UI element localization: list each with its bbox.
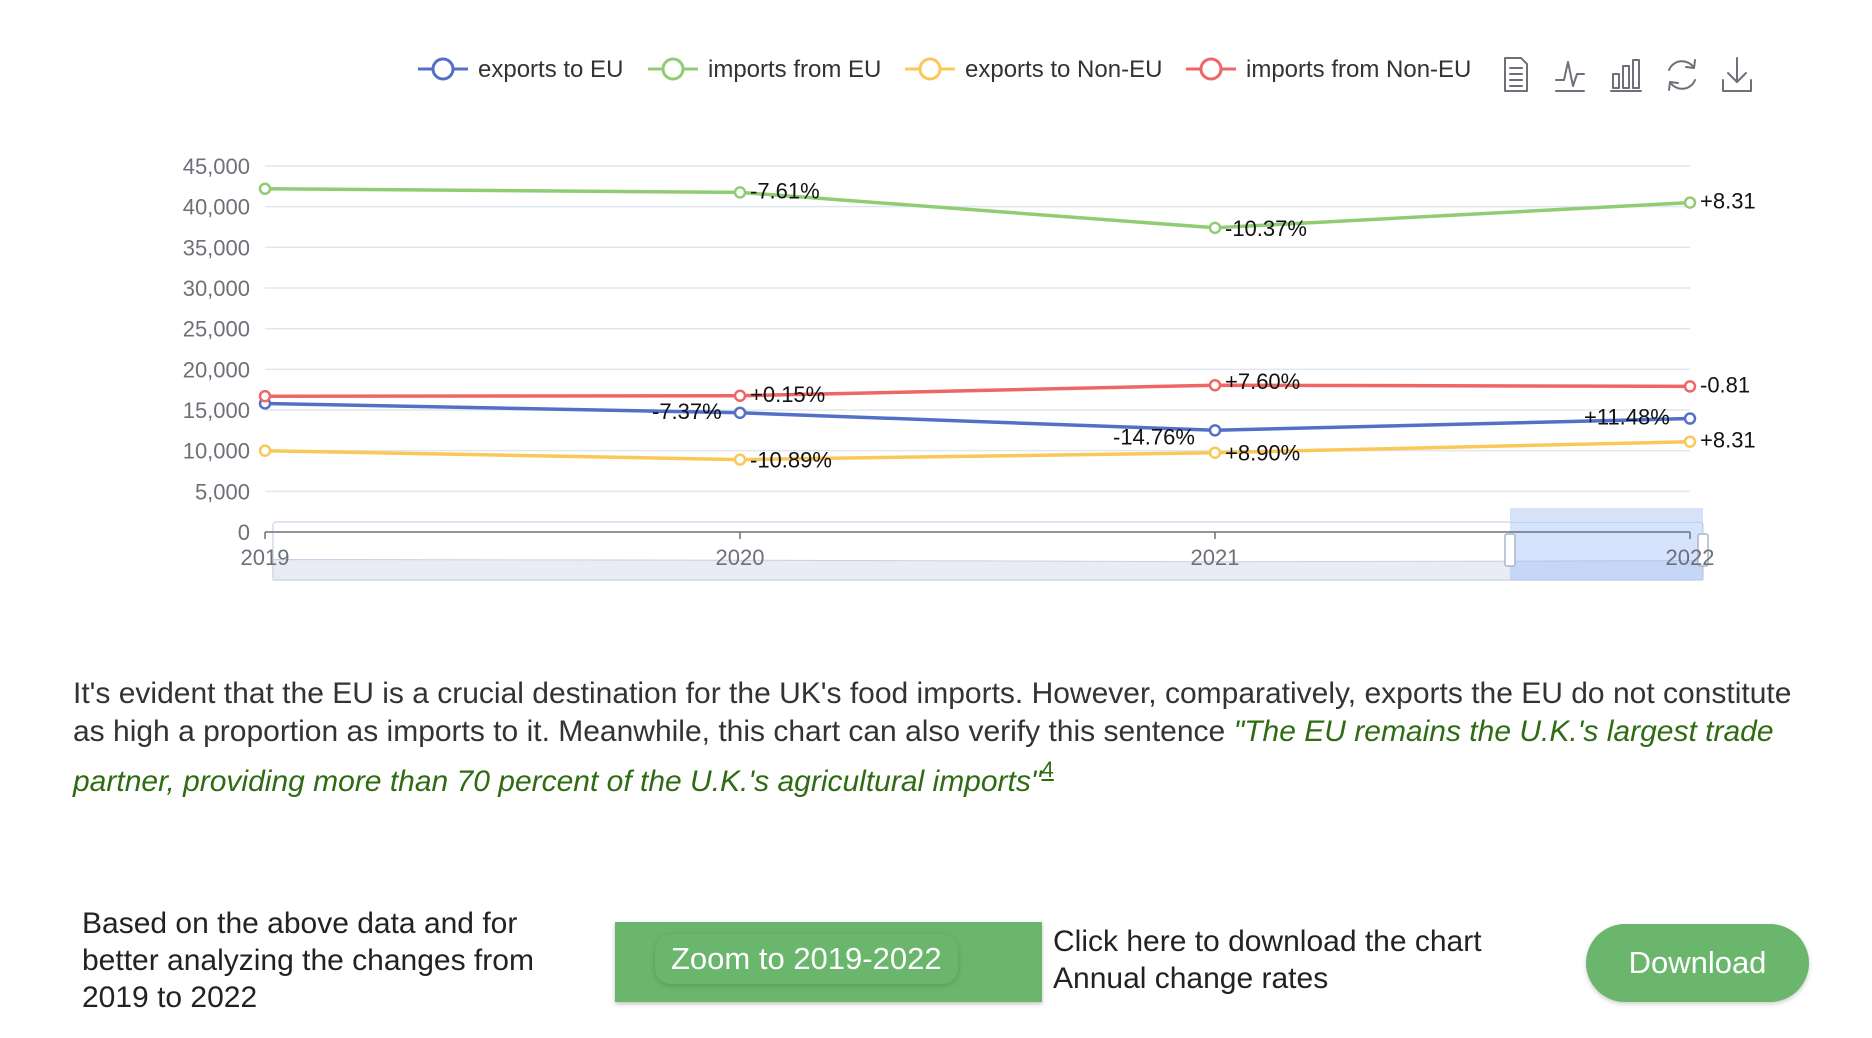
icon-shape — [1612, 73, 1620, 89]
data-point — [733, 186, 747, 199]
zoom-move-handle[interactable] — [1509, 508, 1703, 522]
legend-item[interactable]: exports to EU — [418, 56, 623, 83]
data-label: -7.37% — [652, 399, 722, 424]
zoom-button[interactable]: Zoom to 2019-2022 — [655, 934, 958, 984]
y-tick-label: 20,000 — [183, 357, 250, 382]
data-point — [1208, 221, 1222, 235]
restore-icon[interactable] — [1668, 59, 1696, 91]
x-tick-label: 2022 — [1666, 545, 1715, 570]
data-point — [1208, 378, 1222, 392]
data-point — [1683, 380, 1697, 393]
legend-item[interactable]: imports from Non-EU — [1186, 56, 1471, 83]
y-axis-ticks: 0 5,000 10,000 15,000 20,000 25,000 30,000 35,0… — [183, 154, 250, 545]
zoom-preview-area — [272, 558, 1704, 581]
data-point — [1683, 435, 1697, 448]
legend-marker — [918, 57, 942, 81]
x-tick-label: 2020 — [716, 545, 765, 570]
chart-series — [258, 182, 1697, 466]
icon-shape — [1668, 59, 1696, 71]
line-chart: 0 5,000 10,000 15,000 20,000 25,000 30,000 35,0… — [183, 56, 1756, 581]
y-tick-label: 0 — [238, 520, 250, 545]
y-tick-label: 15,000 — [183, 398, 250, 423]
data-point — [733, 406, 747, 420]
icon-shape — [1632, 59, 1640, 89]
chart-legend[interactable]: exports to EU imports from EU exports to N… — [418, 56, 1471, 83]
data-label: +0.15% — [750, 382, 825, 407]
data-view-icon[interactable] — [1504, 57, 1528, 92]
chart-grid — [265, 165, 1690, 493]
data-point — [733, 453, 747, 466]
data-labels: -7.37% -14.76% +11.48% -7.61% -10.37% +8.31 -1… — [652, 178, 1756, 472]
data-label: +8.31 — [1700, 428, 1756, 453]
data-point — [258, 182, 272, 196]
y-tick-label: 30,000 — [183, 276, 250, 301]
analysis-paragraph: It's evident that the EU is a crucial de… — [73, 675, 1793, 801]
data-label: -0.81 — [1700, 372, 1750, 397]
data-point — [1683, 412, 1697, 425]
y-tick-label: 45,000 — [183, 154, 250, 179]
download-button[interactable]: Download — [1586, 924, 1809, 1002]
zoom-description: Based on the above data and for better a… — [82, 907, 534, 1014]
legend-label: exports to Non-EU — [965, 56, 1162, 83]
data-point — [258, 389, 272, 403]
legend-label: imports from EU — [708, 56, 881, 83]
legend-marker — [431, 57, 455, 81]
series-line — [264, 383, 1691, 398]
x-tick-label: 2019 — [241, 545, 290, 570]
icon-shape — [1727, 72, 1747, 83]
x-axis: 2019 2020 2021 2022 — [241, 531, 1715, 570]
icon-shape — [1504, 57, 1528, 92]
download-line-2: Annual change rates — [1053, 962, 1329, 995]
icon-shape — [1555, 61, 1585, 87]
data-point — [733, 389, 747, 403]
data-label: +11.48% — [1584, 405, 1670, 430]
data-point — [1208, 446, 1222, 459]
y-tick-label: 35,000 — [183, 235, 250, 260]
data-label: -7.61% — [750, 178, 820, 203]
chart-toolbox[interactable] — [1504, 57, 1752, 92]
analysis-text: It's evident that the EU is a crucial de… — [73, 677, 1792, 748]
zoom-handle[interactable] — [1697, 533, 1709, 567]
y-tick-label: 25,000 — [183, 317, 250, 342]
icon-shape — [1622, 65, 1630, 89]
quote-text: "The EU remains the U.K.'s largest trade… — [73, 715, 1774, 798]
data-zoom-slider[interactable] — [272, 508, 1709, 581]
data-label: +8.90% — [1225, 441, 1300, 466]
legend-label: imports from Non-EU — [1246, 56, 1471, 83]
series-line — [264, 439, 1691, 462]
x-tick-label: 2021 — [1191, 545, 1240, 570]
series-line — [264, 401, 1691, 433]
data-point — [258, 444, 272, 457]
download-description: Click here to download the chart Annual … — [1053, 923, 1573, 997]
legend-item[interactable]: exports to Non-EU — [905, 56, 1162, 83]
data-label: -10.89% — [750, 448, 832, 473]
data-point — [1683, 196, 1697, 209]
legend-marker — [1199, 57, 1223, 81]
data-label: -10.37% — [1225, 216, 1307, 241]
zoom-panel: Zoom to 2019-2022 — [615, 922, 1042, 1002]
y-tick-label: 10,000 — [183, 439, 250, 464]
bar-chart-icon[interactable] — [1610, 59, 1642, 92]
line-chart-icon[interactable] — [1555, 61, 1585, 92]
icon-shape — [1668, 79, 1696, 91]
legend-label: exports to EU — [478, 56, 623, 83]
footnote-link[interactable]: 4 — [1041, 757, 1054, 782]
download-line-1: Click here to download the chart — [1053, 925, 1482, 958]
zoom-handle[interactable] — [1504, 533, 1516, 567]
data-point — [1208, 424, 1222, 437]
data-label: -14.76% — [1113, 424, 1195, 449]
y-tick-label: 5,000 — [195, 479, 250, 504]
series-line — [264, 187, 1691, 230]
legend-marker — [661, 57, 685, 81]
data-label: +7.60% — [1225, 369, 1300, 394]
data-label: +8.31 — [1700, 189, 1756, 214]
y-tick-label: 40,000 — [183, 195, 250, 220]
legend-item[interactable]: imports from EU — [648, 56, 881, 83]
save-image-icon[interactable] — [1722, 57, 1752, 92]
icon-shape — [1722, 79, 1752, 92]
